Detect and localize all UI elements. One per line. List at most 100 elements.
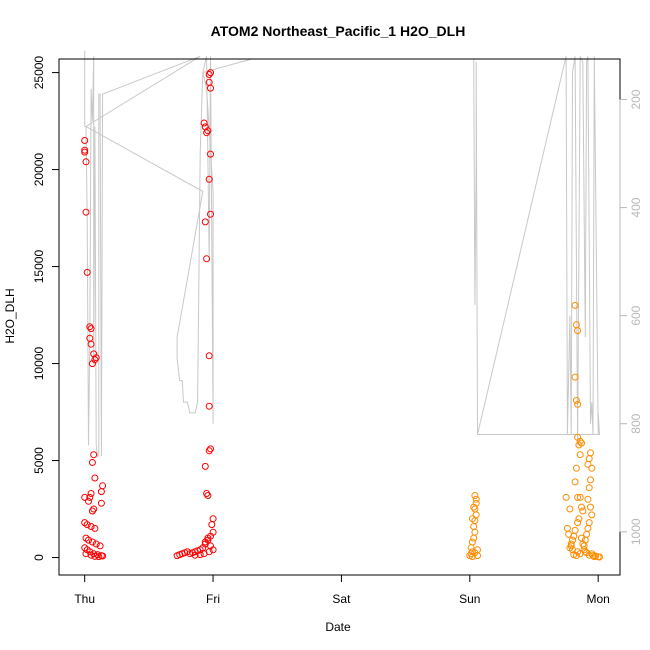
data-point [203, 129, 211, 137]
data-point [589, 552, 597, 560]
data-point [468, 515, 476, 523]
data-point [472, 511, 480, 519]
data-point [584, 495, 592, 503]
data-point [205, 352, 213, 360]
data-point [87, 551, 95, 559]
data-point [574, 327, 582, 335]
data-point [571, 526, 579, 534]
data-point [584, 460, 592, 468]
data-point [85, 497, 92, 505]
data-point [566, 544, 574, 552]
data-point [207, 150, 214, 158]
data-point [470, 523, 478, 530]
y2-tick-label: 400 [629, 197, 643, 217]
data-point [82, 550, 90, 558]
y-tick-label: 5000 [32, 447, 46, 474]
data-point [567, 540, 575, 548]
data-point [470, 503, 478, 511]
data-point [571, 301, 579, 309]
x-axis: Thu Fri Sat Sun Mon [74, 574, 610, 606]
y-tick-label: 25000 [32, 56, 46, 90]
data-point [566, 505, 574, 513]
data-point [81, 493, 89, 501]
data-point [86, 323, 94, 331]
data-point [584, 524, 592, 532]
data-point [88, 507, 96, 515]
data-point [87, 325, 95, 333]
data-point [471, 528, 479, 536]
data-point [562, 493, 570, 501]
data-point [572, 396, 580, 404]
data-point [209, 515, 217, 523]
data-point [81, 137, 89, 144]
data-point [203, 490, 211, 497]
data-point [569, 536, 576, 544]
data-point [99, 552, 107, 560]
data-point [83, 521, 91, 529]
data-point [81, 146, 89, 154]
data-point [575, 515, 583, 523]
data-point [200, 119, 208, 127]
data-point [571, 478, 579, 486]
data-point [95, 553, 103, 561]
data-point [578, 439, 585, 447]
data-point [570, 532, 578, 540]
data-point [99, 482, 107, 490]
data-point [209, 546, 217, 554]
data-point [572, 464, 580, 472]
data-point [82, 208, 90, 216]
data-point [200, 550, 208, 558]
data-point [87, 340, 95, 348]
data-point [585, 484, 593, 492]
data-point [205, 71, 213, 78]
data-point [587, 476, 594, 484]
data-point [88, 459, 96, 466]
data-point [87, 490, 95, 497]
data-point [97, 488, 105, 496]
y2-tick-label: 600 [629, 305, 643, 325]
chart-title: ATOM2 Northeast_Pacific_1 H2O_DLH [211, 23, 466, 39]
data-point [81, 148, 89, 156]
data-point [87, 523, 95, 530]
data-point [91, 356, 99, 364]
y-axis-label: H2O_DLH [3, 288, 17, 343]
data-point [205, 402, 213, 410]
data-point [576, 437, 584, 445]
data-point [471, 549, 479, 557]
y2-tick-label: 800 [629, 413, 643, 433]
data-point [86, 493, 94, 501]
data-point [204, 492, 212, 499]
data-point [207, 445, 214, 453]
data-point [470, 534, 478, 542]
data-point [201, 218, 209, 226]
y2-axis: 200 400 600 800 1000 [619, 89, 643, 545]
plot-frame [58, 58, 621, 576]
data-point [579, 507, 587, 515]
data-point [97, 499, 105, 507]
data-point [574, 493, 582, 501]
data-point [207, 210, 214, 218]
plot-content [81, 50, 603, 561]
y-tick-label: 15000 [32, 250, 46, 284]
data-point [88, 538, 96, 546]
data-point [92, 540, 100, 548]
data-point [571, 373, 579, 381]
data-point [578, 503, 585, 511]
y2-tick-label: 1000 [629, 518, 643, 545]
x-tick-label: Fri [206, 592, 220, 606]
data-point [574, 400, 582, 408]
y2-tick-label: 200 [629, 89, 643, 109]
y-tick-label: 0 [32, 554, 46, 561]
data-point [207, 84, 214, 92]
data-point [196, 551, 204, 559]
data-point [587, 503, 594, 511]
data-point [588, 511, 596, 519]
data-point [85, 536, 92, 544]
data-point [91, 474, 99, 482]
x-tick-label: Mon [587, 592, 610, 606]
data-point [204, 127, 212, 135]
data-point [209, 528, 217, 536]
data-point [191, 551, 199, 559]
y-tick-label: 10000 [32, 347, 46, 381]
